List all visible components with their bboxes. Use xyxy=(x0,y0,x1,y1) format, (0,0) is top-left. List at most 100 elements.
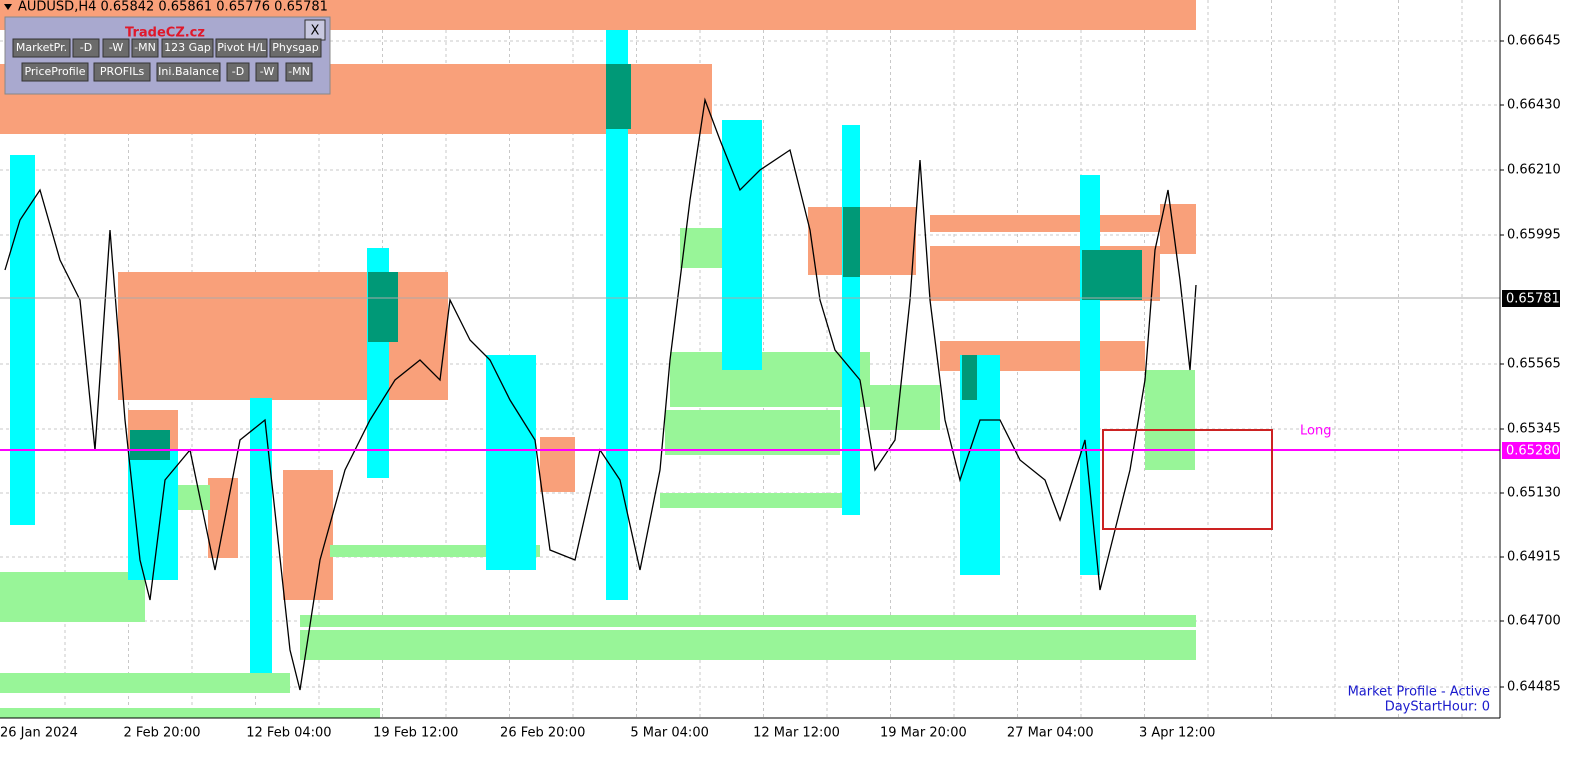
y-tick-label: 0.64485 xyxy=(1507,680,1561,695)
button-bg[interactable] xyxy=(215,38,268,58)
time-axis: 26 Jan 2024 2 Feb 20:00 12 Feb 04:00 19 Feb… xyxy=(0,726,1215,741)
button-bg[interactable] xyxy=(269,38,322,58)
y-tick-label: 0.65995 xyxy=(1507,228,1561,243)
close-label: X xyxy=(311,24,320,39)
button-label: MarketPr. xyxy=(16,41,67,54)
tool-panel: TradeCZ.cz X MarketPr. -D -W -MN 123 Gap Pivo… xyxy=(4,16,331,95)
button-bg[interactable] xyxy=(93,62,151,82)
x-tick-label: 12 Feb 04:00 xyxy=(246,726,331,741)
zone xyxy=(660,493,850,508)
x-tick-label: 12 Mar 12:00 xyxy=(753,726,840,741)
button-bg[interactable] xyxy=(255,62,279,82)
y-tick-label: 0.66210 xyxy=(1507,163,1561,178)
panel-button[interactable]: Pivot H/L xyxy=(215,38,268,58)
panel-button[interactable]: PriceProfile xyxy=(21,62,89,82)
button-bg[interactable] xyxy=(161,38,214,58)
panel-button[interactable]: -MN xyxy=(285,62,313,82)
button-label: -MN xyxy=(134,41,156,54)
current-price-box xyxy=(1502,290,1560,307)
profile-core xyxy=(606,64,631,129)
brand: TradeCZ.cz xyxy=(125,26,205,41)
button-label: -W xyxy=(109,41,124,54)
zone xyxy=(870,385,940,430)
y-tick-label: 0.65345 xyxy=(1507,422,1561,437)
button-label: -W xyxy=(260,65,275,78)
long-label: Long xyxy=(1300,424,1331,439)
profile-cores xyxy=(130,64,1142,460)
button-bg[interactable] xyxy=(131,38,159,58)
current-price-label: 0.65781 xyxy=(1506,292,1560,307)
zone xyxy=(0,708,380,718)
profile-core xyxy=(1082,250,1142,300)
profile-core xyxy=(843,207,860,277)
button-bg[interactable] xyxy=(72,38,100,58)
zone xyxy=(118,272,448,400)
zone xyxy=(300,630,1196,660)
price-axis: 0.66645 0.66430 0.66210 0.65995 0.65565 0.653… xyxy=(1500,34,1561,695)
symbol-title: AUDUSD,H4 0.65842 0.65861 0.65776 0.6578… xyxy=(18,0,328,15)
supply-zones xyxy=(0,0,1196,600)
panel-button[interactable]: -D xyxy=(72,38,100,58)
status-label: Market Profile - Active xyxy=(1348,685,1490,700)
zone xyxy=(808,207,916,275)
button-label: PriceProfile xyxy=(24,65,85,78)
y-tick-label: 0.64700 xyxy=(1507,614,1561,629)
x-tick-label: 5 Mar 04:00 xyxy=(630,726,709,741)
zone xyxy=(283,470,333,600)
panel-button[interactable]: Ini.Balance xyxy=(156,62,221,82)
zone xyxy=(1145,370,1195,470)
zone xyxy=(670,352,870,407)
level-price-box xyxy=(1502,442,1560,459)
profile-core xyxy=(368,272,398,342)
panel-button[interactable]: PROFILs xyxy=(93,62,151,82)
panel-button[interactable]: -MN xyxy=(131,38,159,58)
panel-button[interactable]: -D xyxy=(226,62,250,82)
zone xyxy=(0,673,290,693)
profile xyxy=(1080,175,1100,575)
x-tick-label: 26 Feb 20:00 xyxy=(500,726,585,741)
zone xyxy=(665,410,840,455)
button-bg[interactable] xyxy=(21,62,89,82)
profile-core xyxy=(130,430,170,460)
button-label: Ini.Balance xyxy=(158,65,219,78)
button-bg[interactable] xyxy=(226,62,250,82)
profile xyxy=(250,398,272,673)
x-tick-label: 27 Mar 04:00 xyxy=(1007,726,1094,741)
button-label: Physgap xyxy=(272,41,319,54)
panel-button[interactable]: 123 Gap xyxy=(161,38,214,58)
panel-button[interactable]: -W xyxy=(102,38,130,58)
profile-core xyxy=(962,355,977,400)
x-tick-label: 19 Feb 12:00 xyxy=(373,726,458,741)
panel-button[interactable]: Physgap xyxy=(269,38,322,58)
panel-button[interactable]: -W xyxy=(255,62,279,82)
button-label: 123 Gap xyxy=(164,41,211,54)
y-tick-label: 0.64915 xyxy=(1507,550,1561,565)
menu-arrow[interactable] xyxy=(4,4,12,10)
x-tick-label: 2 Feb 20:00 xyxy=(123,726,200,741)
long-box xyxy=(1102,429,1273,530)
profile xyxy=(842,125,860,515)
zone xyxy=(540,437,575,492)
profile xyxy=(128,450,178,580)
button-bg[interactable] xyxy=(12,38,71,58)
button-bg[interactable] xyxy=(156,62,221,82)
button-label: PROFILs xyxy=(100,65,145,78)
panel-button[interactable]: MarketPr. xyxy=(12,38,71,58)
button-label: -D xyxy=(80,41,92,54)
profile xyxy=(722,120,762,370)
zone xyxy=(930,215,1196,232)
button-label: -MN xyxy=(288,65,310,78)
profile xyxy=(486,355,536,570)
day-start-label: DayStartHour: 0 xyxy=(1385,700,1490,715)
button-bg[interactable] xyxy=(285,62,313,82)
y-tick-label: 0.65565 xyxy=(1507,357,1561,372)
y-tick-label: 0.66430 xyxy=(1507,98,1561,113)
zone xyxy=(1160,204,1196,254)
x-tick-label: 3 Apr 12:00 xyxy=(1139,726,1216,741)
x-tick-label: 19 Mar 20:00 xyxy=(880,726,967,741)
y-tick-label: 0.65130 xyxy=(1507,486,1561,501)
profile xyxy=(10,155,35,525)
zone xyxy=(300,615,1196,627)
button-bg[interactable] xyxy=(102,38,130,58)
